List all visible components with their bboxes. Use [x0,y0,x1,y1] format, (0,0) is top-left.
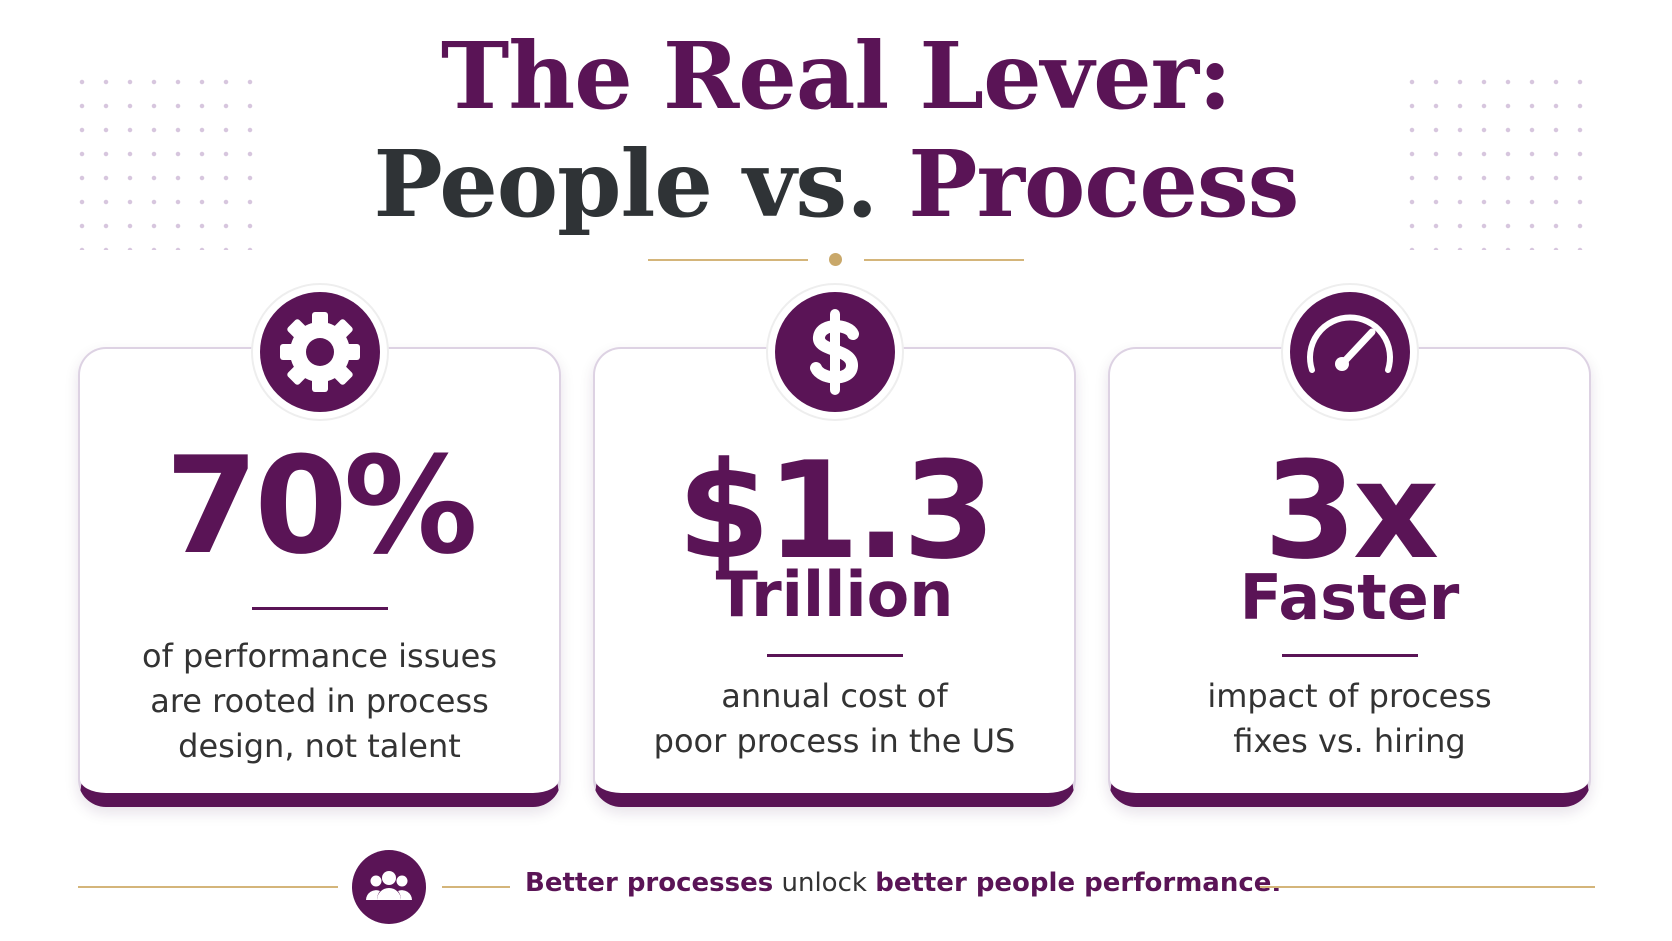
stat-value: 70% [165,428,478,584]
description-line: of performance issues [142,637,497,675]
footer-bold: better people performance. [875,868,1282,898]
description-line: are rooted in process [150,682,489,720]
divider-dot [829,253,842,266]
title-part: People vs. [373,130,879,238]
description-line: poor process in the US [653,722,1016,760]
footer-rule [78,886,338,888]
gear-icon [251,283,389,421]
title-part: Process [908,130,1299,238]
people-icon [352,850,426,924]
dot-pattern [70,70,270,250]
card-rule [251,607,388,610]
card-rule [1281,654,1418,657]
stat-card: 70% of performance issues are rooted in … [78,347,561,807]
stat-value: 3x [1263,433,1440,589]
card-rule [766,654,903,657]
description-line: design, not talent [178,727,461,765]
stat-description: annual cost of poor process in the US [595,674,1074,764]
title-line1: The Real Lever: [440,22,1232,130]
description-line: annual cost of [721,677,948,715]
footer-regular: unlock [781,868,867,898]
stat-description: of performance issues are rooted in proc… [80,634,559,769]
divider [864,259,1024,261]
stat-card: 3x Faster impact of process fixes vs. hi… [1108,347,1591,807]
title-line2: People vs. Process [0,130,1672,238]
footer-rule [442,886,510,888]
footer-bold: Better processes [525,868,774,898]
dollar-icon [766,283,904,421]
footer-rule [1260,886,1595,888]
footer-text: Better processes unlock better people pe… [525,868,1281,898]
description-line: fixes vs. hiring [1233,722,1466,760]
gauge-icon [1281,283,1419,421]
stat-card: $1.3 Trillion annual cost of poor proces… [593,347,1076,807]
dot-pattern [1400,70,1600,250]
stat-value: $1.3 [677,433,996,589]
stat-description: impact of process fixes vs. hiring [1110,674,1589,764]
description-line: impact of process [1207,677,1492,715]
stat-sub: Faster [1239,561,1460,634]
divider [648,259,808,261]
stat-sub: Trillion [715,558,954,631]
